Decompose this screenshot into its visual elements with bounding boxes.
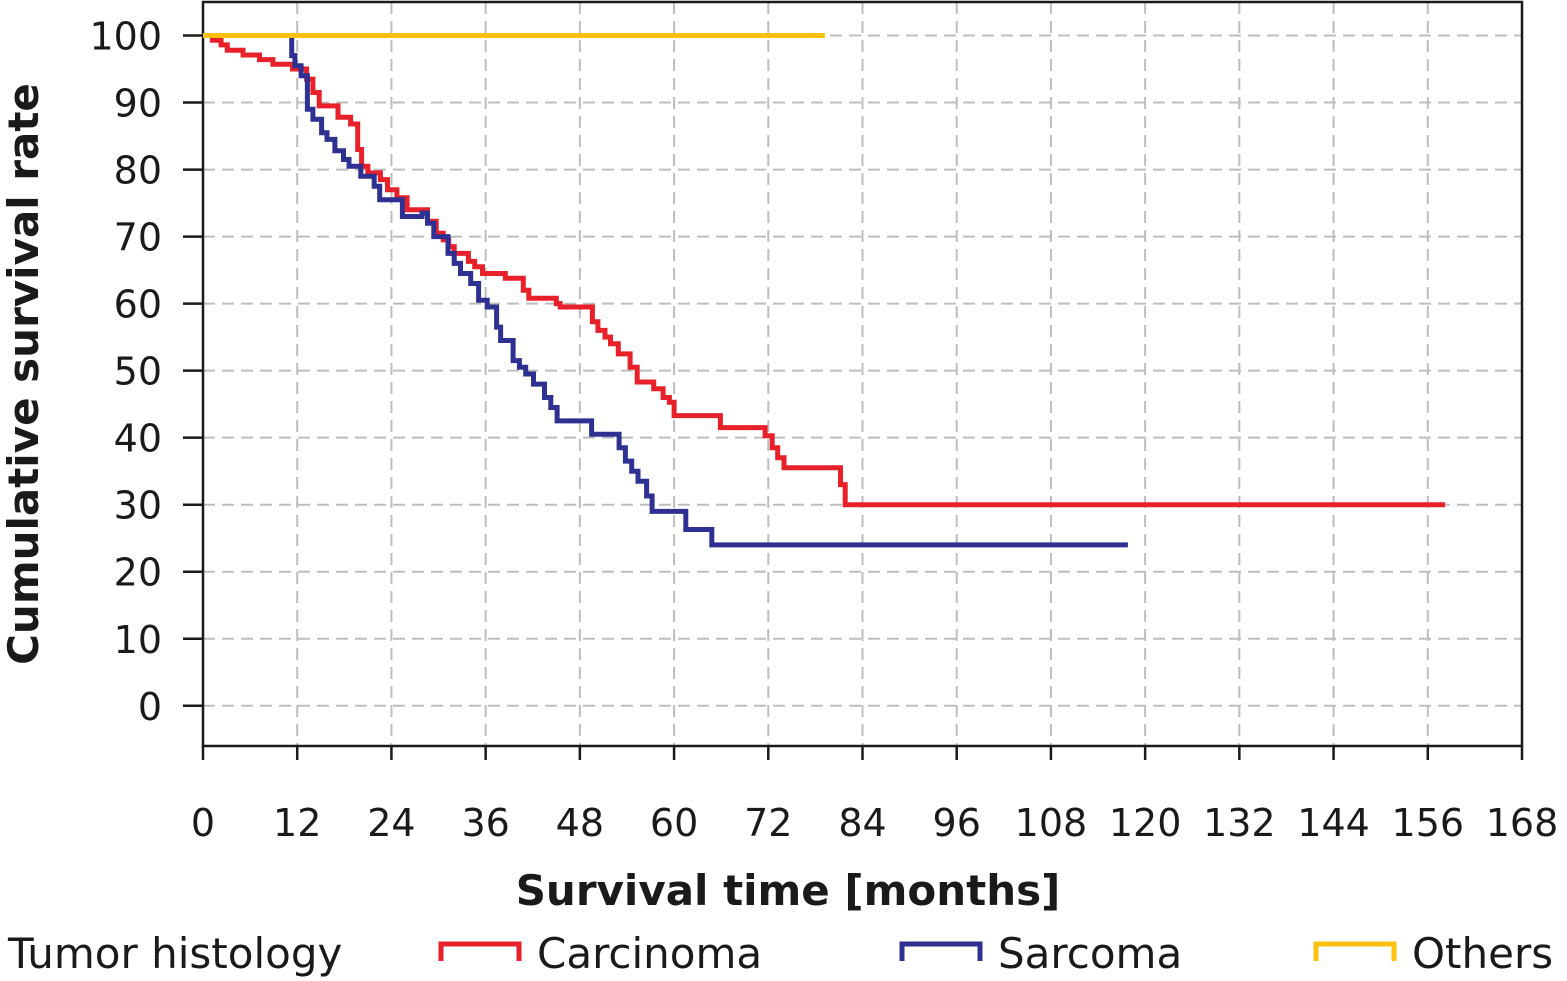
x-tick-label: 24 bbox=[367, 801, 415, 845]
x-tick-label: 120 bbox=[1109, 801, 1182, 845]
y-tick-label: 50 bbox=[114, 350, 162, 394]
x-axis-title: Survival time [months] bbox=[516, 866, 1061, 915]
x-tick-label: 72 bbox=[744, 801, 792, 845]
x-tick-label: 84 bbox=[838, 801, 886, 845]
legend-swatch-carcinoma bbox=[438, 941, 522, 961]
y-tick-label: 20 bbox=[114, 551, 162, 595]
y-tick-label: 80 bbox=[114, 149, 162, 193]
x-tick-label: 168 bbox=[1486, 801, 1559, 845]
x-tick-label: 156 bbox=[1392, 801, 1465, 845]
y-tick-label: 70 bbox=[114, 216, 162, 260]
y-tick-label: 10 bbox=[114, 618, 162, 662]
y-tick-label: 30 bbox=[114, 484, 162, 528]
y-tick-label: 100 bbox=[89, 15, 162, 59]
legend-swatch-others bbox=[1313, 941, 1397, 961]
x-tick-label: 0 bbox=[191, 801, 215, 845]
axis-ticks: 0 12 24 36 48 60 72 84 96 108 120 132 144 156 168 0 10 20… bbox=[89, 15, 1558, 845]
x-tick-label: 132 bbox=[1203, 801, 1276, 845]
y-tick-label: 90 bbox=[114, 82, 162, 126]
y-tick-label: 0 bbox=[138, 685, 162, 729]
x-tick-label: 96 bbox=[933, 801, 981, 845]
x-tick-label: 144 bbox=[1297, 801, 1370, 845]
y-axis-title: Cumulative survival rate bbox=[0, 83, 48, 665]
series-line-sarcoma bbox=[203, 33, 1128, 548]
legend-title: Tumor histology bbox=[7, 929, 342, 978]
legend-label-carcinoma: Carcinoma bbox=[537, 929, 762, 978]
grid bbox=[203, 2, 1522, 746]
legend-label-sarcoma: Sarcoma bbox=[998, 929, 1182, 978]
legend-swatch-sarcoma bbox=[899, 941, 983, 961]
x-tick-label: 12 bbox=[273, 801, 321, 845]
series-line-carcinoma bbox=[203, 33, 1446, 508]
x-tick-label: 108 bbox=[1015, 801, 1088, 845]
series-lines bbox=[203, 33, 1446, 548]
y-tick-label: 60 bbox=[114, 283, 162, 327]
x-tick-label: 60 bbox=[650, 801, 698, 845]
y-tick-label: 40 bbox=[114, 417, 162, 461]
legend: Tumor histology Carcinoma Sarcoma Others bbox=[7, 929, 1553, 978]
x-tick-label: 36 bbox=[461, 801, 509, 845]
x-tick-label: 48 bbox=[556, 801, 604, 845]
legend-label-others: Others bbox=[1412, 929, 1553, 978]
